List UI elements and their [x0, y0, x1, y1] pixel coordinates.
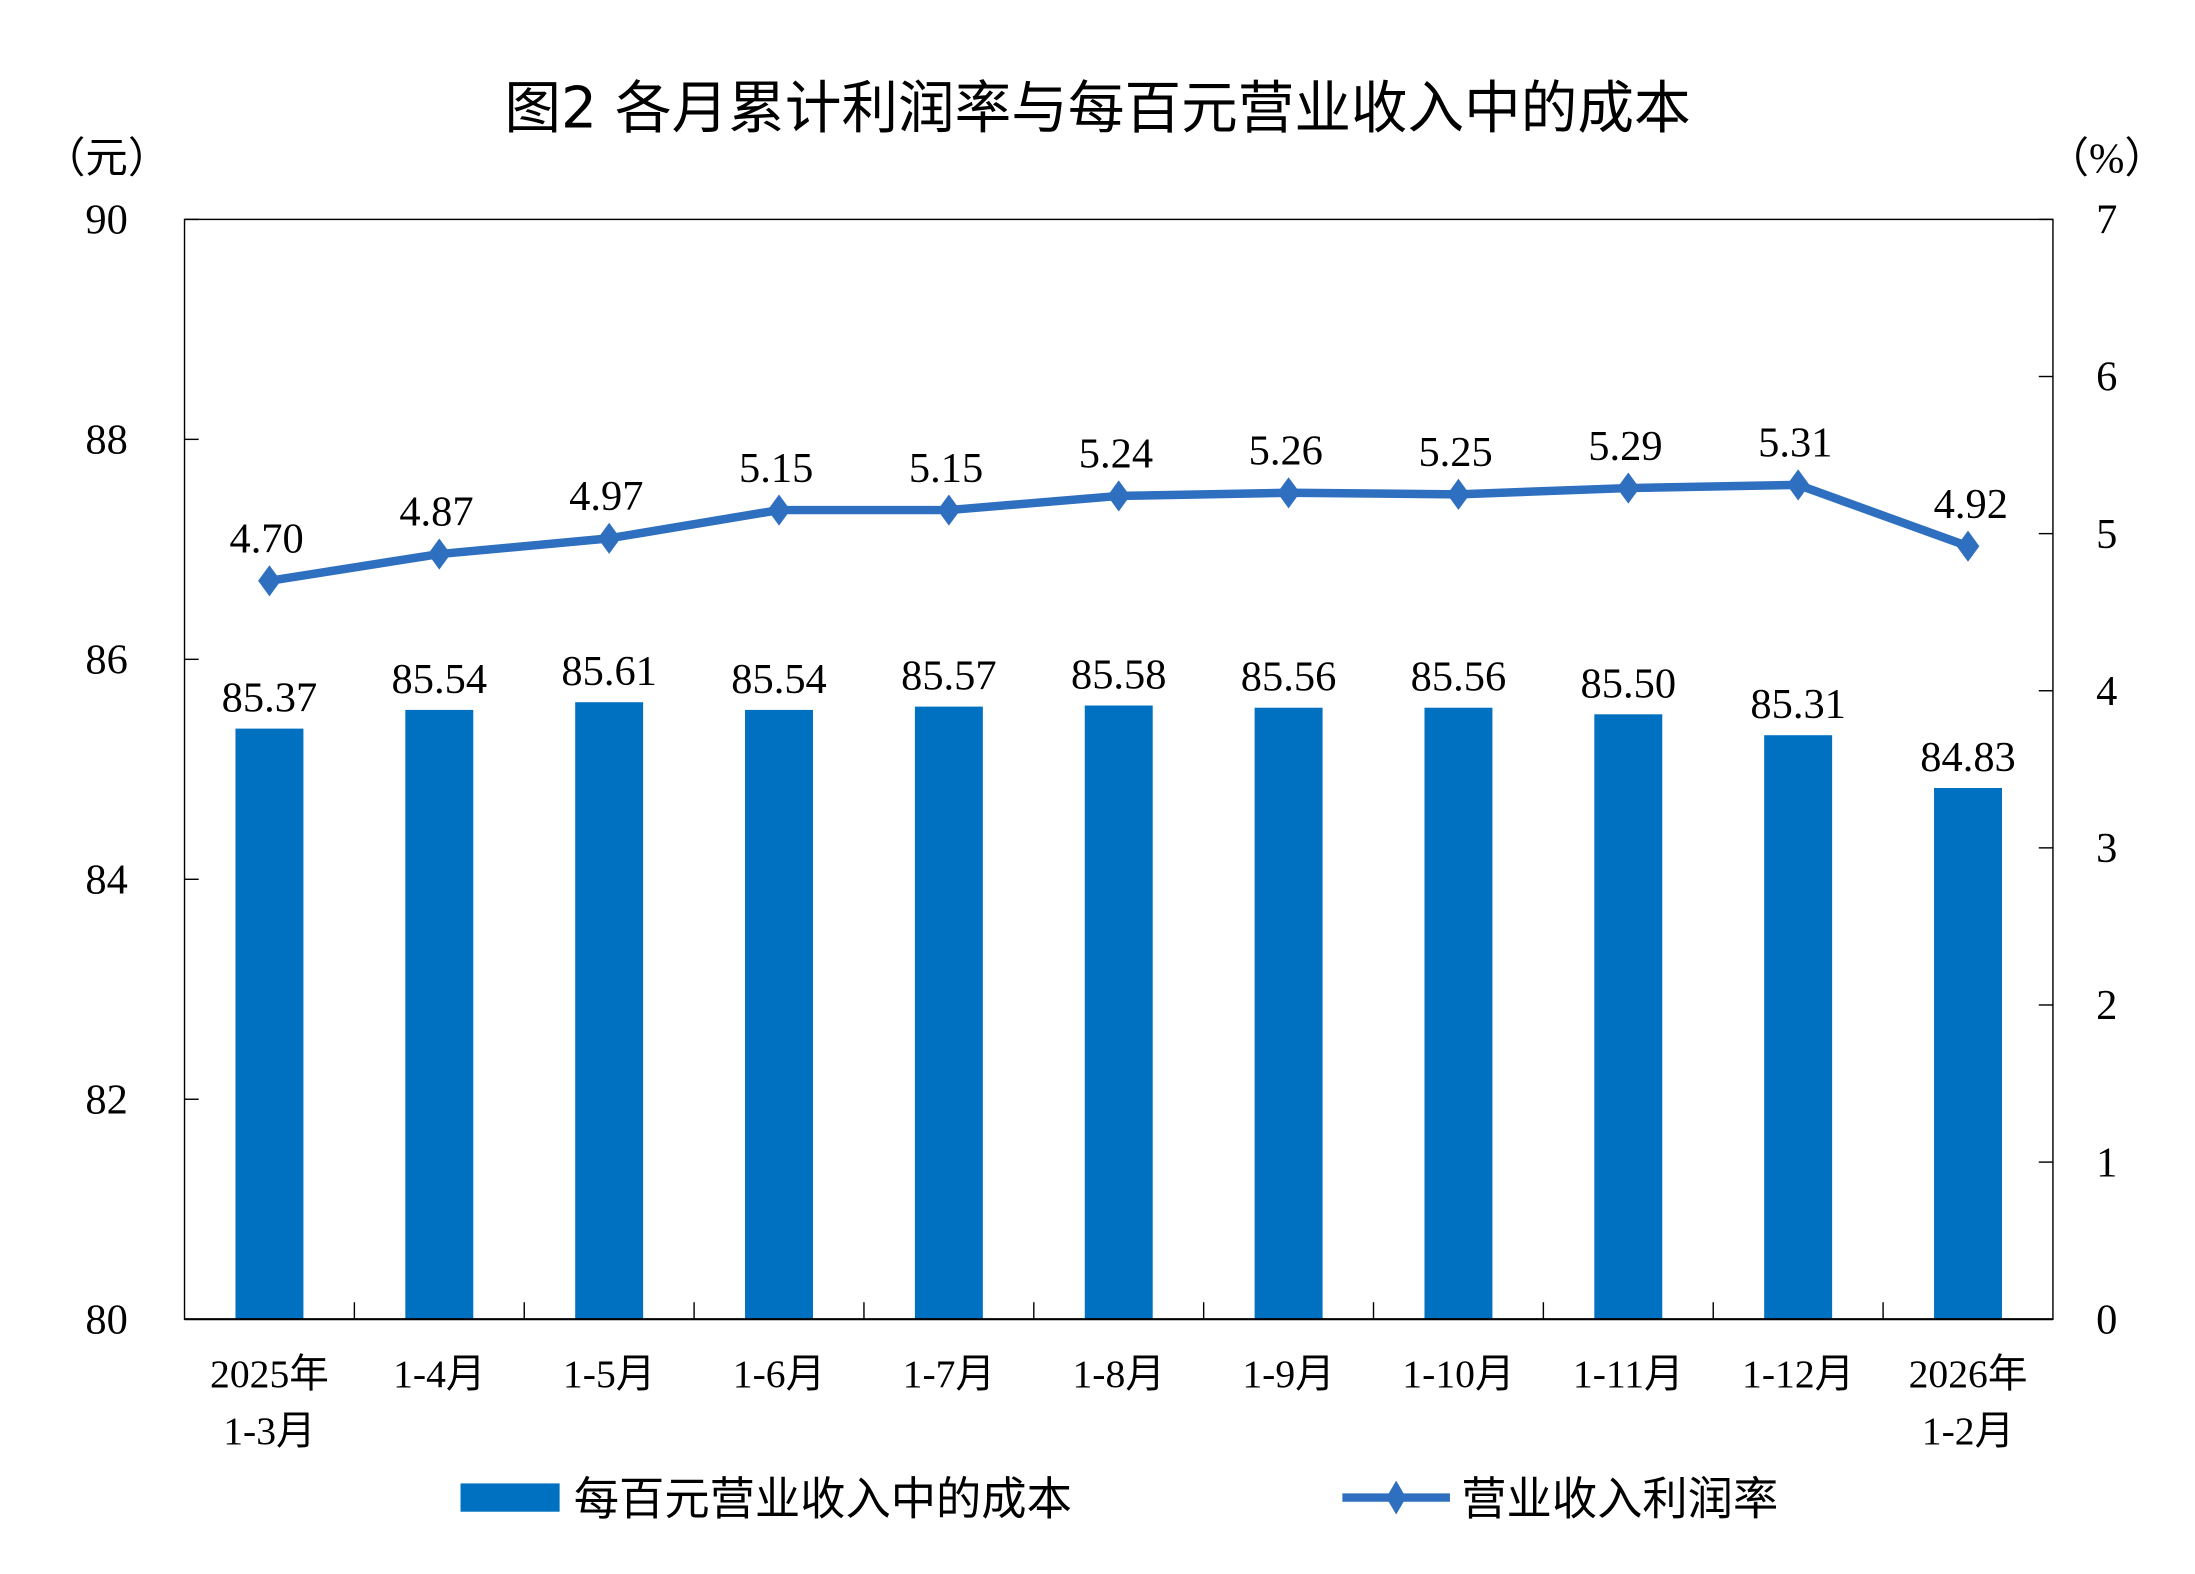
- line-data-label: 5.24: [1079, 431, 1153, 478]
- line-data-label: 5.25: [1418, 429, 1492, 476]
- bar: [1084, 705, 1153, 1320]
- line-marker: [597, 522, 621, 554]
- bar-data-label: 85.54: [392, 656, 488, 703]
- bar-data-label: 84.83: [1920, 734, 2016, 781]
- bar: [235, 728, 304, 1320]
- line-data-label: 5.15: [909, 445, 983, 492]
- x-tick-label: 1-3月: [223, 1409, 315, 1453]
- x-tick-label: 1-5月: [563, 1352, 655, 1396]
- chart-title: 图2 各月累计利润率与每百元营业收入中的成本: [504, 75, 1690, 141]
- line-marker: [937, 494, 961, 526]
- line-data-label: 4.70: [229, 515, 303, 562]
- line-data-label: 4.87: [399, 489, 473, 536]
- right-tick-label: 2: [2096, 982, 2117, 1029]
- line-data-label: 5.29: [1588, 423, 1662, 470]
- x-tick-label: 1-9月: [1242, 1352, 1334, 1396]
- right-axis-unit: （%）: [2047, 136, 2167, 183]
- legend-bar-label: 每百元营业收入中的成本: [574, 1473, 1072, 1526]
- right-tick-label: 4: [2096, 668, 2117, 715]
- bar-data-label: 85.57: [901, 653, 997, 700]
- bar-data-label: 85.56: [1241, 654, 1337, 701]
- bar-data-label: 85.58: [1071, 652, 1167, 699]
- left-tick-label: 88: [85, 417, 127, 464]
- line-marker: [1956, 530, 1980, 562]
- bar-data-label: 85.54: [731, 656, 827, 703]
- x-tick-label: 2025年: [210, 1352, 329, 1396]
- line-data-label: 5.31: [1758, 420, 1832, 467]
- legend-line-label: 营业收入利润率: [1461, 1473, 1778, 1526]
- bar-data-label: 85.37: [222, 675, 318, 722]
- bar-data-label: 85.56: [1411, 654, 1507, 701]
- right-tick-label: 6: [2096, 354, 2117, 401]
- line-marker: [767, 494, 791, 526]
- legend-bar-swatch: [460, 1483, 560, 1512]
- line-marker: [427, 538, 451, 570]
- x-tick-label: 2026年: [1909, 1352, 2028, 1396]
- line-data-label: 5.15: [739, 445, 813, 492]
- bar: [575, 702, 644, 1320]
- line-data-label: 4.97: [569, 473, 643, 520]
- right-tick-label: 0: [2096, 1296, 2117, 1343]
- line-marker: [1786, 469, 1810, 501]
- bar: [1594, 714, 1663, 1320]
- x-tick-label: 1-8月: [1073, 1352, 1165, 1396]
- line-marker: [1447, 478, 1470, 510]
- x-tick-label: 1-2月: [1922, 1409, 2014, 1453]
- x-tick-label: 1-7月: [903, 1352, 995, 1396]
- bar: [1254, 707, 1323, 1320]
- line-marker: [258, 565, 281, 597]
- x-tick-label: 1-12月: [1742, 1352, 1854, 1396]
- left-tick-label: 86: [85, 636, 127, 683]
- line-data-label: 4.92: [1934, 481, 2008, 528]
- left-tick-label: 80: [85, 1296, 127, 1343]
- line-data-label: 5.26: [1249, 427, 1323, 474]
- right-tick-label: 5: [2096, 511, 2117, 558]
- bar: [914, 706, 983, 1320]
- right-tick-label: 7: [2096, 197, 2117, 244]
- bar-data-label: 85.50: [1581, 660, 1677, 707]
- x-tick-label: 1-4月: [393, 1352, 485, 1396]
- right-tick-label: 1: [2096, 1139, 2117, 1186]
- left-axis-unit: （元）: [43, 136, 170, 183]
- x-tick-label: 1-10月: [1402, 1352, 1514, 1396]
- line-marker: [1277, 477, 1300, 509]
- x-tick-label: 1-6月: [733, 1352, 825, 1396]
- bar: [1934, 788, 2002, 1320]
- legend-diamond-icon: [1386, 1480, 1407, 1515]
- bar: [745, 709, 813, 1320]
- left-tick-label: 84: [85, 856, 127, 903]
- bar-data-label: 85.31: [1750, 681, 1846, 728]
- bar-data-label: 85.61: [561, 648, 657, 695]
- left-tick-label: 82: [85, 1076, 127, 1123]
- line-marker: [1107, 480, 1131, 512]
- x-tick-label: 1-11月: [1573, 1352, 1684, 1396]
- line-marker: [1616, 472, 1640, 504]
- right-tick-label: 3: [2096, 825, 2117, 872]
- bar: [405, 709, 474, 1320]
- left-tick-label: 90: [85, 197, 127, 244]
- bar: [1424, 707, 1493, 1320]
- bar: [1764, 735, 1833, 1320]
